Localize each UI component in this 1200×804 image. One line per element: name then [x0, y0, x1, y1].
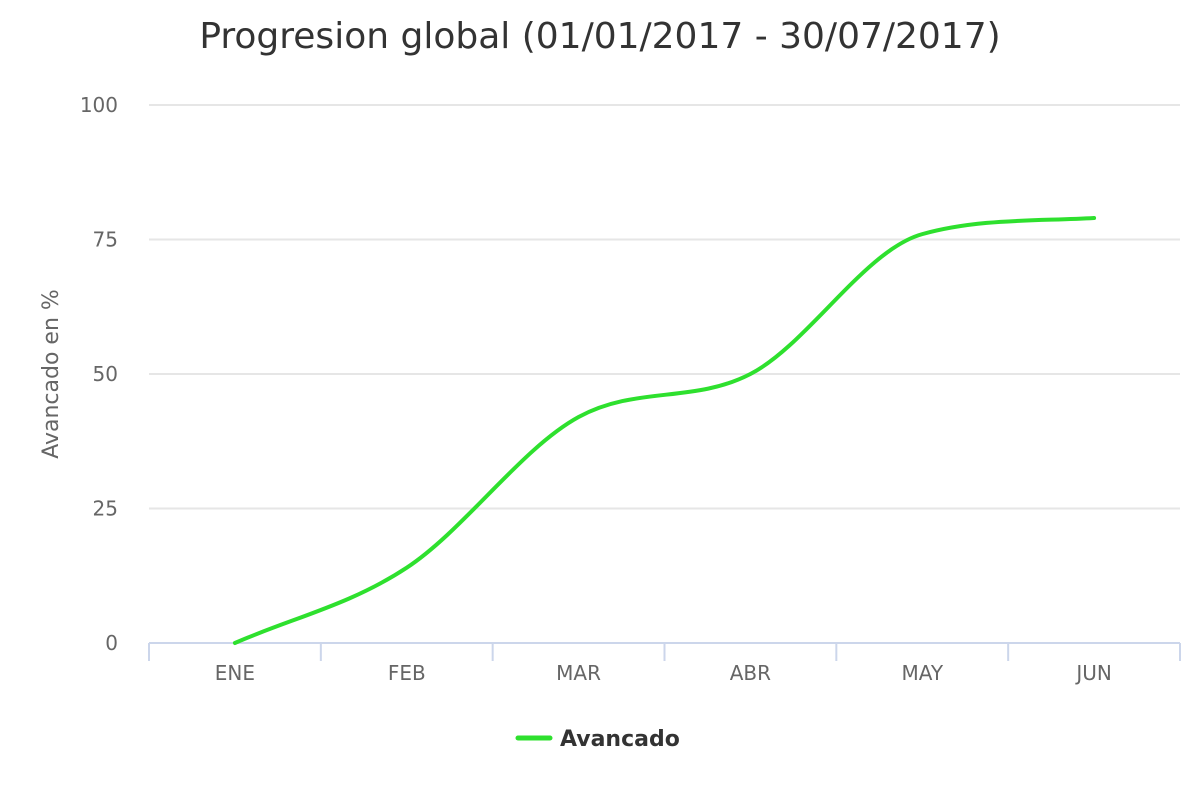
data-point-mar[interactable] [571, 409, 587, 425]
x-tick-label-mar: MAR [556, 661, 601, 685]
y-tick-label-0: 0 [105, 631, 118, 655]
series-layer [227, 210, 1102, 651]
gridlines [149, 104, 1180, 510]
legend-label-avancado[interactable]: Avancado [560, 727, 680, 752]
y-tick-label-75: 75 [93, 228, 118, 252]
series-line-avancado[interactable] [232, 215, 1097, 645]
x-axis-ticks: ENE FEB MAR ABR MAY JUN [215, 661, 1112, 685]
x-tick-label-ene: ENE [215, 661, 255, 685]
data-point-abr[interactable] [742, 366, 758, 382]
data-point-ene[interactable] [227, 635, 243, 651]
x-tick-label-jun: JUN [1074, 661, 1112, 685]
x-tick-label-feb: FEB [388, 661, 426, 685]
data-point-jun[interactable] [1086, 210, 1102, 226]
data-point-may[interactable] [914, 226, 930, 242]
y-tick-label-100: 100 [80, 93, 118, 117]
x-tick-label-abr: ABR [730, 661, 771, 685]
legend[interactable]: Avancado [515, 727, 680, 752]
y-axis-label: Avancado en % [39, 289, 64, 459]
x-tick-label-may: MAY [901, 661, 943, 685]
data-point-feb[interactable] [399, 560, 415, 576]
x-axis [148, 642, 1181, 661]
y-tick-label-25: 25 [93, 497, 118, 521]
y-tick-label-50: 50 [93, 362, 118, 386]
chart-title: Progresion global (01/01/2017 - 30/07/20… [199, 16, 1000, 57]
y-axis-ticks: 0 25 50 75 100 [80, 93, 118, 655]
